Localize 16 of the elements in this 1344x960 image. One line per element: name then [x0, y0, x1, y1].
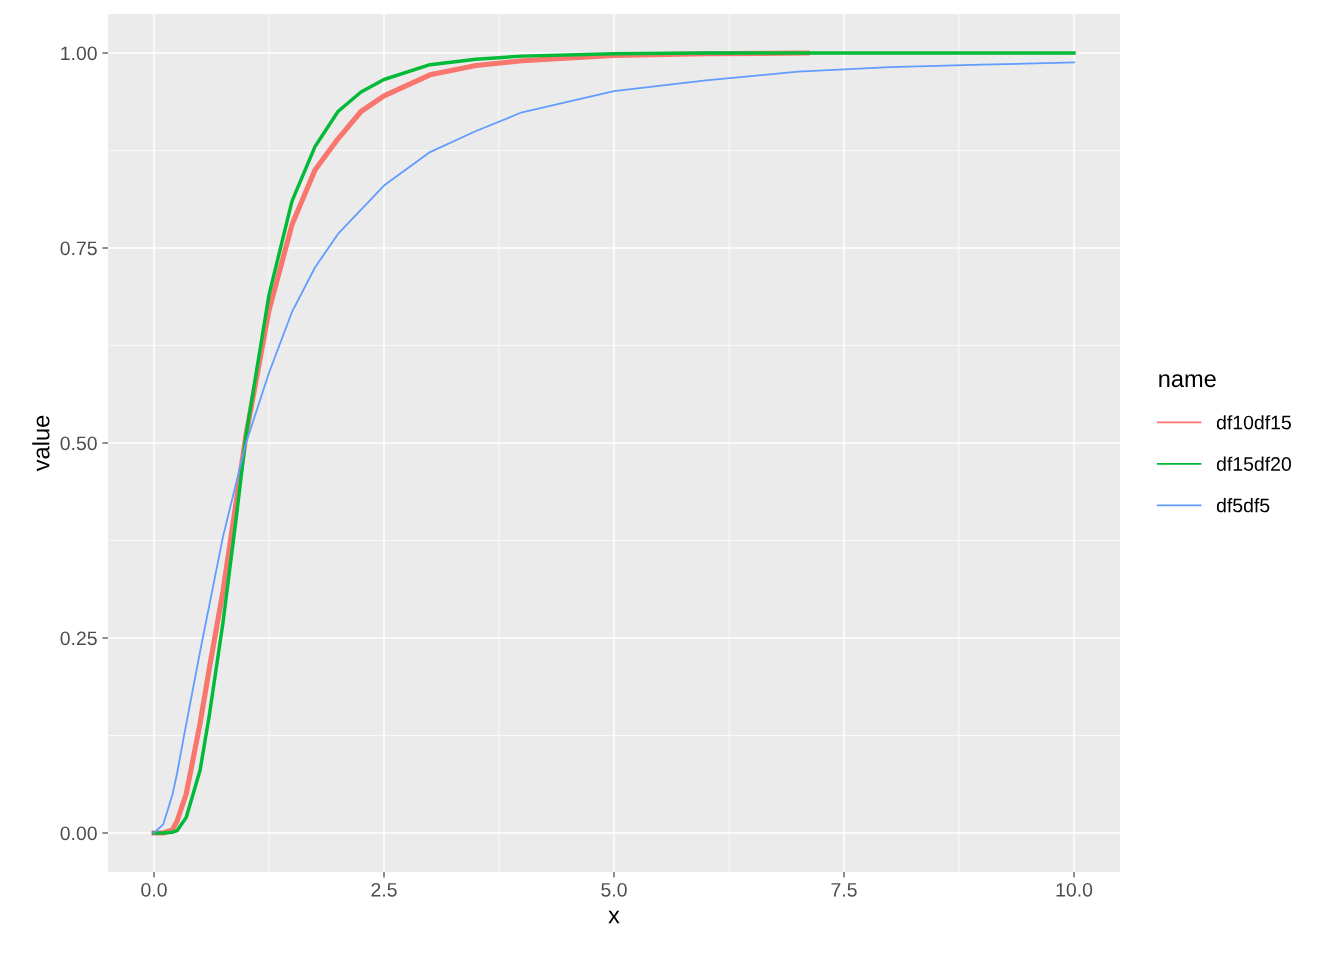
x-tick-label: 10.0 [1056, 882, 1093, 897]
x-tick-label: 5.0 [601, 882, 627, 897]
legend-label: df5df5 [1216, 498, 1270, 513]
x-tick-label: 0.0 [141, 882, 167, 897]
x-tick-label: 2.5 [371, 882, 397, 897]
legend-label: df15df20 [1216, 456, 1291, 471]
y-axis-title: value [32, 415, 50, 472]
legend-label: df10df15 [1216, 415, 1291, 430]
y-tick-label: 0.25 [60, 631, 97, 646]
y-tick-label: 0.50 [60, 436, 97, 451]
y-tick-label: 0.00 [60, 826, 97, 841]
x-tick-label: 7.5 [831, 883, 857, 897]
y-tick-label: 1.00 [61, 46, 97, 61]
y-tick-label: 0.75 [60, 241, 97, 256]
legend-title: name [1159, 374, 1216, 388]
x-axis-title: x [608, 910, 620, 924]
